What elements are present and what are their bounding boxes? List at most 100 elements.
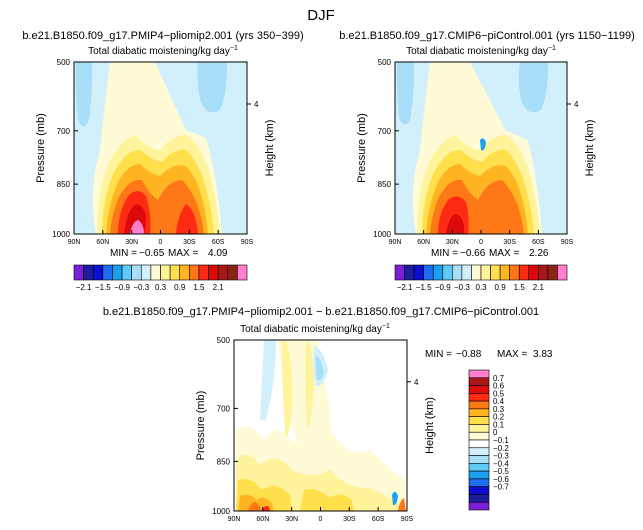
diff-blue-spot-right bbox=[392, 491, 398, 506]
max-value: 3.83 bbox=[533, 349, 553, 360]
colorbar-swatch bbox=[468, 494, 490, 503]
colorbar-swatch bbox=[468, 408, 490, 417]
colorbar-label: −0.5 bbox=[493, 467, 509, 476]
colorbar-swatch bbox=[150, 264, 161, 281]
colorbar-label: −0.2 bbox=[493, 444, 509, 453]
colorbar-swatch bbox=[468, 478, 490, 487]
colorbar-label: −2.1 bbox=[76, 283, 92, 292]
contour-dark-red bbox=[446, 214, 464, 234]
x-tick-label: 90N bbox=[228, 516, 241, 523]
colorbar-swatch bbox=[468, 486, 490, 495]
colorbar-label: 0.4 bbox=[493, 397, 505, 406]
min-label: MIN = bbox=[431, 248, 458, 259]
y-tick-label: 500 bbox=[57, 58, 71, 67]
colorbar-swatch bbox=[518, 264, 530, 281]
colorbar-swatch bbox=[73, 264, 84, 281]
colorbar-swatch bbox=[413, 264, 424, 281]
colorbar: 0.70.60.50.40.30.20.10−0.1−0.2−0.3−0.4−0… bbox=[468, 369, 509, 511]
colorbar-swatch bbox=[468, 400, 490, 410]
colorbar-swatch bbox=[468, 447, 490, 456]
colorbar-label: −0.4 bbox=[493, 459, 509, 468]
colorbar-swatch bbox=[499, 264, 510, 281]
colorbar-swatch bbox=[442, 264, 453, 281]
x-tick-label: 60N bbox=[417, 239, 430, 246]
colorbar-swatch bbox=[468, 439, 490, 449]
panel-picontrol: b.e21.B1850.f09_g17.CMIP6−piControl.001 … bbox=[339, 30, 635, 292]
colorbar-label: 0.7 bbox=[493, 374, 505, 383]
colorbar-swatch bbox=[468, 377, 490, 386]
colorbar-label: 0.2 bbox=[493, 413, 505, 422]
y-tick-label: 500 bbox=[378, 58, 392, 67]
colorbar-swatch bbox=[227, 264, 238, 281]
axes: 90N 60N 30N 0 30S 60S 90S 500 700 850 1000 Pressure… bbox=[35, 58, 276, 246]
colorbar-label: 0.5 bbox=[493, 389, 505, 398]
min-value: −0.65 bbox=[139, 248, 165, 259]
colorbar-swatch bbox=[140, 264, 152, 281]
contour-red-right bbox=[176, 204, 198, 234]
diff-gold-center bbox=[300, 489, 354, 511]
colorbar-swatch bbox=[509, 264, 520, 281]
panel-title: b.e21.B1850.f09_g17.CMIP6−piControl.001 … bbox=[339, 30, 635, 42]
colorbar-label: −0.3 bbox=[493, 452, 509, 461]
x-tick-label: 60S bbox=[532, 239, 545, 246]
x-tick-label: 90S bbox=[401, 516, 414, 523]
colorbar-label: 0.3 bbox=[493, 405, 505, 414]
x-tick-label: 30S bbox=[503, 239, 516, 246]
max-label: MAX = bbox=[489, 248, 519, 259]
cloud-blue-right bbox=[518, 62, 549, 113]
max-label: MAX = bbox=[497, 349, 527, 360]
y-axis-label: Pressure (mb) bbox=[356, 113, 368, 183]
y-tick-label: 850 bbox=[217, 457, 231, 466]
x-tick-label: 60S bbox=[212, 239, 225, 246]
y-axis-label: Pressure (mb) bbox=[195, 391, 207, 461]
max-label: MAX = bbox=[168, 248, 198, 259]
colorbar-swatch bbox=[557, 264, 568, 281]
max-value: 2.26 bbox=[529, 248, 549, 259]
colorbar-swatch bbox=[131, 264, 142, 281]
colorbar-swatch bbox=[198, 264, 209, 281]
colorbar-label: −0.1 bbox=[493, 436, 509, 445]
height-axis-label: Height (km) bbox=[264, 120, 276, 177]
colorbar: −2.1 −1.5 −0.9 −0.3 0.3 0.9 1.5 2.1 bbox=[73, 264, 248, 292]
max-value: 4.09 bbox=[208, 248, 228, 259]
colorbar-swatch bbox=[423, 264, 434, 281]
x-tick-label: 90S bbox=[561, 239, 574, 246]
height-tick-label: 4 bbox=[574, 100, 579, 109]
x-tick-label: 60N bbox=[96, 239, 109, 246]
colorbar-swatch bbox=[538, 264, 549, 281]
colorbar-label: −0.9 bbox=[435, 283, 451, 292]
diff-orange-right bbox=[398, 498, 406, 511]
min-value: −0.66 bbox=[460, 248, 486, 259]
colorbar-label: −0.3 bbox=[454, 283, 470, 292]
panel-subtitle: Total diabatic moistening/kg day−1 bbox=[406, 45, 556, 57]
x-tick-label: 0 bbox=[479, 239, 483, 246]
colorbar-swatch bbox=[452, 264, 463, 281]
colorbar-swatch bbox=[528, 264, 539, 281]
colorbar-swatch bbox=[471, 264, 482, 281]
colorbar-swatch bbox=[468, 416, 490, 425]
min-value: −0.88 bbox=[456, 349, 482, 360]
colorbar-swatch bbox=[468, 369, 490, 379]
colorbar-swatch bbox=[83, 264, 94, 281]
y-tick-label: 700 bbox=[217, 404, 231, 413]
min-label: MIN = bbox=[110, 248, 137, 259]
colorbar-swatch bbox=[468, 385, 490, 394]
height-tick-label: 4 bbox=[254, 100, 259, 109]
colorbar-label: 2.1 bbox=[533, 283, 545, 292]
colorbar-label: 0.9 bbox=[174, 283, 186, 292]
diff-sky-left bbox=[260, 340, 276, 420]
x-tick-label: 90S bbox=[241, 239, 254, 246]
colorbar-swatch bbox=[394, 264, 405, 281]
colorbar-label: 0.3 bbox=[155, 283, 167, 292]
figure-title: DJF bbox=[307, 7, 335, 24]
colorbar-swatch bbox=[189, 264, 200, 281]
panel-subtitle: Total diabatic moistening/kg day−1 bbox=[88, 45, 238, 57]
colorbar-swatch bbox=[169, 264, 181, 281]
cloud-blue-left bbox=[396, 62, 415, 125]
panel-difference: b.e21.B1850.f09_g17.PMIP4−pliomip2.001 −… bbox=[103, 306, 553, 523]
contour-blue-spot bbox=[480, 138, 486, 151]
y-tick-label: 1000 bbox=[52, 230, 70, 239]
colorbar-swatch bbox=[490, 264, 501, 281]
panel-title: b.e21.B1850.f09_g17.PMIP4−pliomip2.001 (… bbox=[22, 30, 303, 42]
colorbar-swatch bbox=[468, 424, 490, 433]
